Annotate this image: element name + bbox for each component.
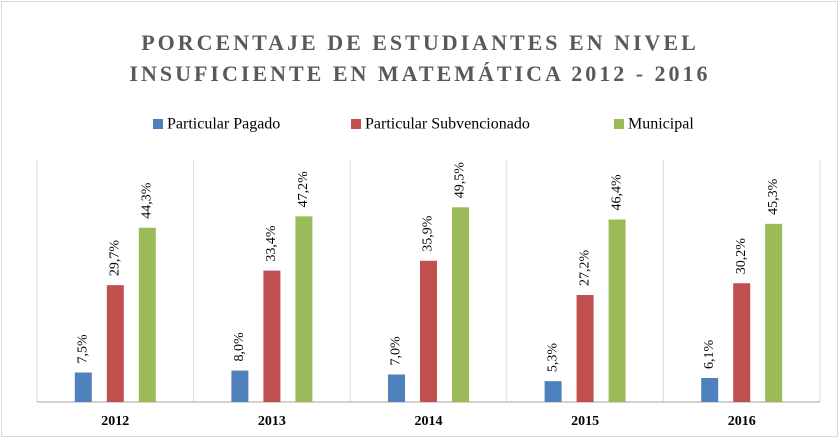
legend-label: Particular Pagado bbox=[167, 116, 280, 133]
data-label: 45,3% bbox=[766, 178, 781, 215]
legend-swatch bbox=[351, 119, 361, 129]
data-label: 7,5% bbox=[76, 334, 91, 364]
bar bbox=[765, 223, 783, 402]
bar bbox=[701, 378, 719, 402]
data-label: 8,0% bbox=[232, 332, 247, 362]
x-tick-label: 2014 bbox=[415, 414, 443, 429]
chart-title: PORCENTAJE DE ESTUDIANTES EN NIVEL bbox=[141, 30, 699, 55]
bar bbox=[388, 374, 405, 402]
bar bbox=[295, 216, 313, 402]
data-label: 7,0% bbox=[389, 336, 404, 366]
bar bbox=[576, 295, 594, 402]
x-tick-label: 2015 bbox=[571, 414, 599, 429]
data-label: 5,3% bbox=[545, 343, 560, 373]
data-label: 29,7% bbox=[108, 240, 123, 277]
bar bbox=[608, 219, 626, 402]
x-tick-label: 2013 bbox=[258, 414, 286, 429]
legend-swatch bbox=[153, 119, 163, 129]
legend-label: Particular Subvencionado bbox=[365, 116, 530, 133]
bar bbox=[231, 370, 249, 402]
bar bbox=[733, 283, 751, 402]
bar bbox=[544, 381, 562, 402]
bar bbox=[138, 227, 156, 402]
data-label: 49,5% bbox=[453, 162, 468, 199]
bar bbox=[74, 372, 92, 402]
bar bbox=[263, 270, 281, 402]
data-label: 46,4% bbox=[609, 174, 624, 211]
legend-swatch bbox=[614, 119, 624, 129]
bar bbox=[106, 285, 124, 402]
data-label: 27,2% bbox=[577, 250, 592, 287]
data-label: 30,2% bbox=[734, 238, 749, 275]
data-label: 44,3% bbox=[140, 182, 155, 219]
bar bbox=[452, 207, 469, 402]
data-label: 6,1% bbox=[702, 340, 717, 370]
legend-label: Municipal bbox=[628, 116, 694, 133]
data-label: 35,9% bbox=[421, 215, 436, 252]
x-tick-label: 2012 bbox=[101, 414, 129, 429]
bar bbox=[420, 260, 437, 402]
data-label: 33,4% bbox=[264, 225, 279, 262]
chart-title: INSUFICIENTE EN MATEMÁTICA 2012 - 2016 bbox=[129, 61, 710, 86]
x-tick-label: 2016 bbox=[728, 414, 756, 429]
data-label: 47,2% bbox=[296, 171, 311, 208]
